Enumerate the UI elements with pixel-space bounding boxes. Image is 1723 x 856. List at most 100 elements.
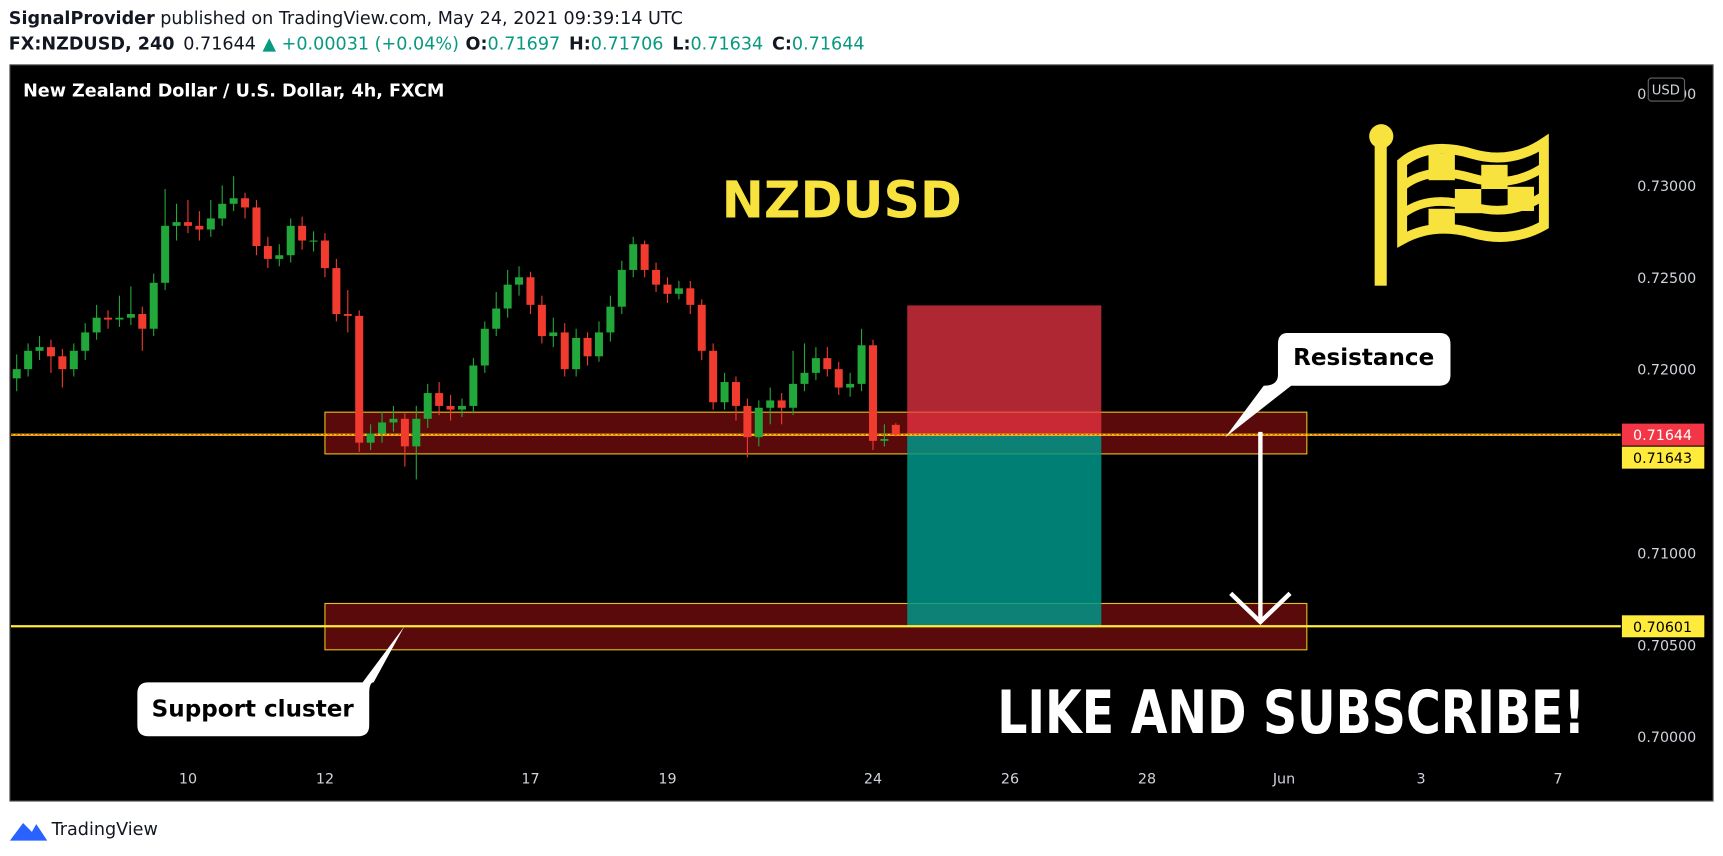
price-label-box [1621,423,1705,446]
symbol-annotation: NZDUSD [722,171,962,230]
candle-body [549,332,558,337]
candle-body [823,358,832,370]
candle-body [241,198,250,208]
candle-body [846,383,855,388]
x-tick-label: Jun [1272,771,1295,787]
candle-body [469,365,478,406]
price-label: 0.70601 [1633,620,1692,636]
flag-icon [1369,124,1549,286]
candle-body [423,393,432,419]
candle-body [800,372,809,384]
ohlc-key: O: [466,34,488,54]
candle-body [594,332,603,357]
candle-body [355,315,364,443]
candle-body [58,356,67,370]
price-label-box [1621,615,1705,638]
candle-body [652,269,661,285]
candle-body [435,393,444,406]
candle-body [46,347,55,357]
currency-box [1647,77,1686,102]
candle-body [766,400,775,408]
x-tick-label: 3 [1416,771,1425,787]
change: ▲ +0.00031 (+0.04%) [263,34,459,54]
candle-body [834,369,843,388]
candle-body [868,345,877,441]
candle-body [35,347,44,351]
candle-body [560,332,569,370]
callout-text: Resistance [1293,345,1434,371]
candle-body [697,304,706,351]
candle-body [663,284,672,294]
published: published on TradingView.com, May 24, 20… [160,9,683,29]
candle-body [69,350,78,370]
candle-body [857,345,866,384]
candle-body [138,314,147,329]
candle-body [891,424,900,435]
candle-body [777,400,786,408]
ohlc-value: 0.71706 [591,34,664,54]
y-tick-label: 0.72000 [1637,363,1696,379]
plot: 0.735000.730000.725000.720000.715000.710… [10,87,1696,787]
candle-body [161,225,170,283]
price-label: 0.71643 [1633,451,1692,467]
ohlc-value: 0.71644 [792,34,865,54]
ohlc-value: 0.71634 [690,34,763,54]
symbol: FX:NZDUSD, 240 [9,34,175,54]
candle-body [503,284,512,309]
last-price: 0.71644 [183,34,256,54]
candle-body [183,222,192,226]
candle-body [457,405,466,410]
x-tick-label: 10 [179,771,197,787]
x-tick-label: 12 [316,771,334,787]
candle-body [378,422,387,434]
candle-body [515,277,524,285]
resistance-callout: Resistance [1225,332,1451,438]
y-tick-label: 0.72500 [1637,271,1696,287]
x-tick-label: 24 [864,771,882,787]
candle-body [92,317,101,333]
author: SignalProvider [9,9,155,29]
target-zone [907,434,1102,627]
candle-body [12,369,21,379]
x-tick-label: 26 [1001,771,1019,787]
candle-body [446,405,455,410]
currency: USD [1652,84,1680,99]
down-arrow [1229,431,1292,625]
candle-body [492,308,501,329]
candle-body [263,246,272,259]
candle-body [731,382,740,406]
overlay: New Zealand Dollar / U.S. Dollar, 4h, FX… [23,77,1705,747]
candle-body [480,328,489,366]
y-tick-label: 0.70000 [1637,730,1696,746]
candle-body [104,317,113,320]
footer-logo [9,823,48,841]
candle-body [617,269,626,307]
candle-body [629,244,638,270]
candle-body [674,288,683,294]
candle-body [743,405,752,438]
candle-body [126,314,135,318]
candle-body [720,382,729,403]
candle-body [332,268,341,315]
candle-body [583,337,592,357]
candle-body [286,225,295,256]
candle-body [640,244,649,270]
cta-text: LIKE AND SUBSCRIBE! [997,678,1585,747]
y-tick-label: 0.73000 [1637,179,1696,195]
zone [324,411,1308,455]
candle-body [24,350,33,370]
candle-body [149,282,158,329]
candle-body [526,277,535,305]
candle-body [400,418,409,447]
candle-body [537,304,546,337]
candle-body [206,218,215,230]
candle-body [229,198,238,204]
candle-body [81,332,90,351]
price-label-box [1621,446,1705,469]
candle-body [572,337,581,370]
candle-body [275,255,284,259]
candle-body [686,288,695,305]
x-tick-label: 7 [1553,771,1562,787]
